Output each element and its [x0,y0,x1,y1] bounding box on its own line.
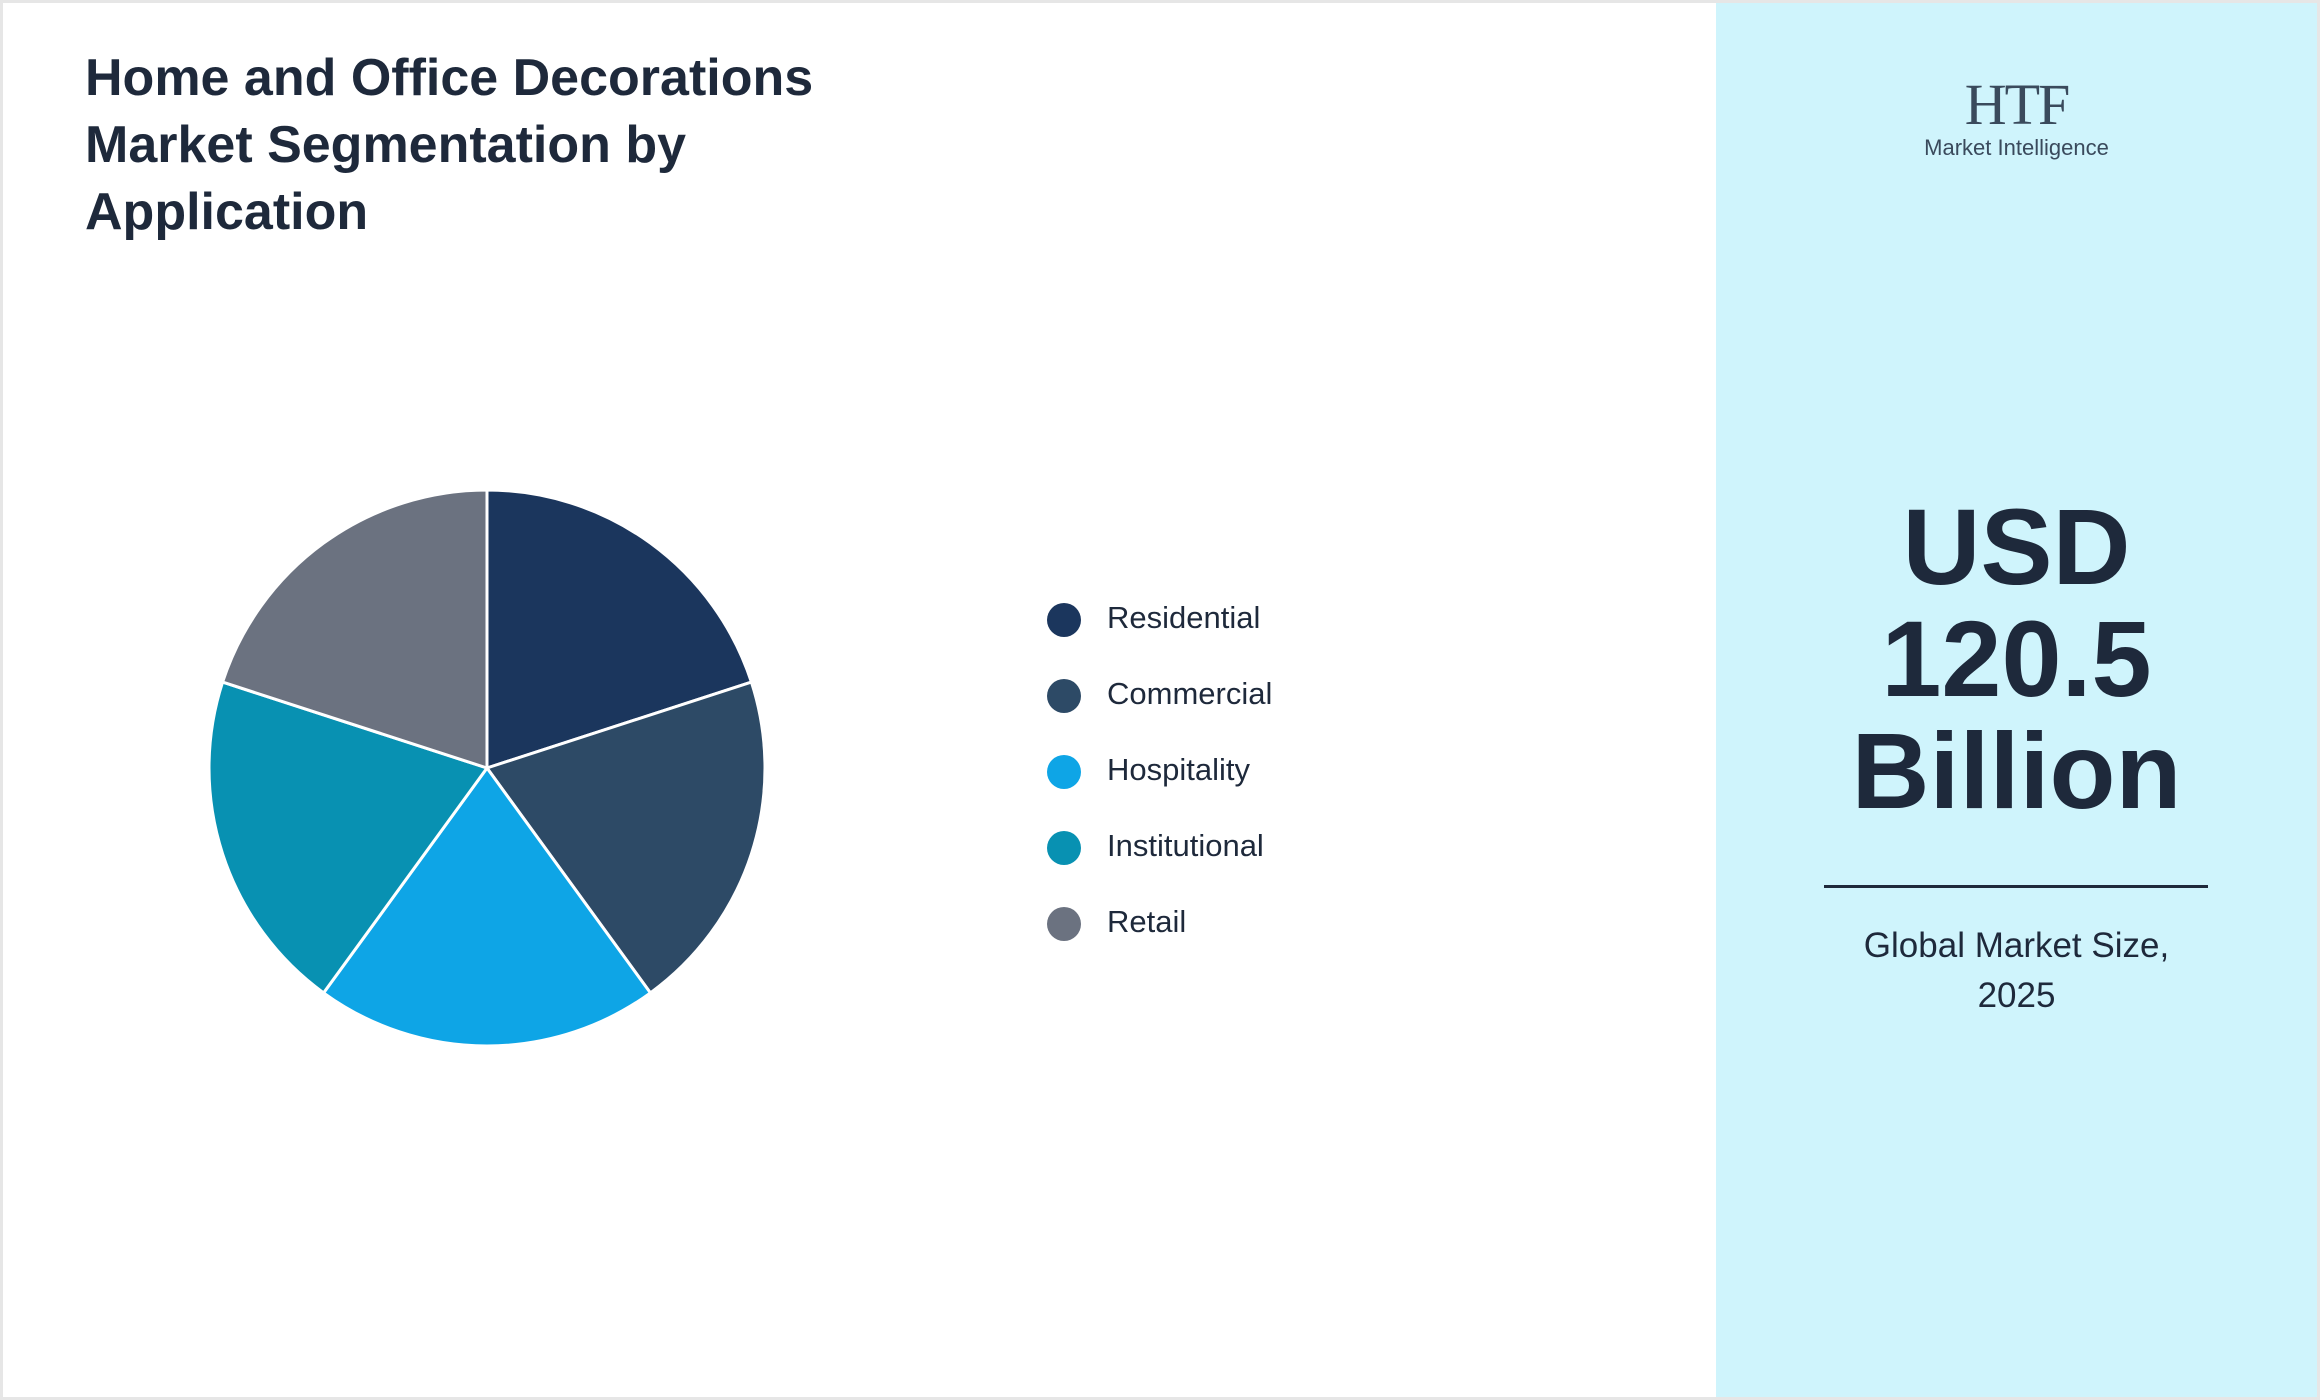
pie-slice [207,680,490,996]
market-size-line: USD [1902,486,2131,607]
chart-title: Home and Office Decorations Market Segme… [85,49,814,241]
chart: Residential Commercial Hospitality Institut… [207,488,1272,1048]
pie-slice [321,765,653,1048]
side-panel: HTF Market Intelligence USD 120.5 Billio… [1716,3,2317,1397]
pie-slice [484,680,767,996]
logo: HTF Market Intelligence [1716,75,2317,161]
legend-label: Commercial [1107,676,1272,711]
legend-marker [1047,907,1081,941]
legend-marker [1047,755,1081,789]
divider [1824,885,2208,888]
market-size-line: Billion [1851,710,2182,831]
logo-brand: HTF [1964,72,2071,137]
logo-tagline: Market Intelligence [1924,135,2109,160]
legend-label: Retail [1107,904,1186,939]
pie-slice [485,488,754,771]
legend-marker [1047,603,1081,637]
legend-label: Residential [1107,600,1260,635]
caption: Global Market Size, 2025 [1863,926,2170,1015]
market-size: USD 120.5 Billion [1716,491,2317,827]
legend-label: Institutional [1107,828,1264,863]
legend-label: Hospitality [1107,752,1250,787]
legend-marker [1047,831,1081,865]
pie-slice [220,488,489,771]
market-size-line: 120.5 [1881,598,2152,719]
legend-marker [1047,679,1081,713]
